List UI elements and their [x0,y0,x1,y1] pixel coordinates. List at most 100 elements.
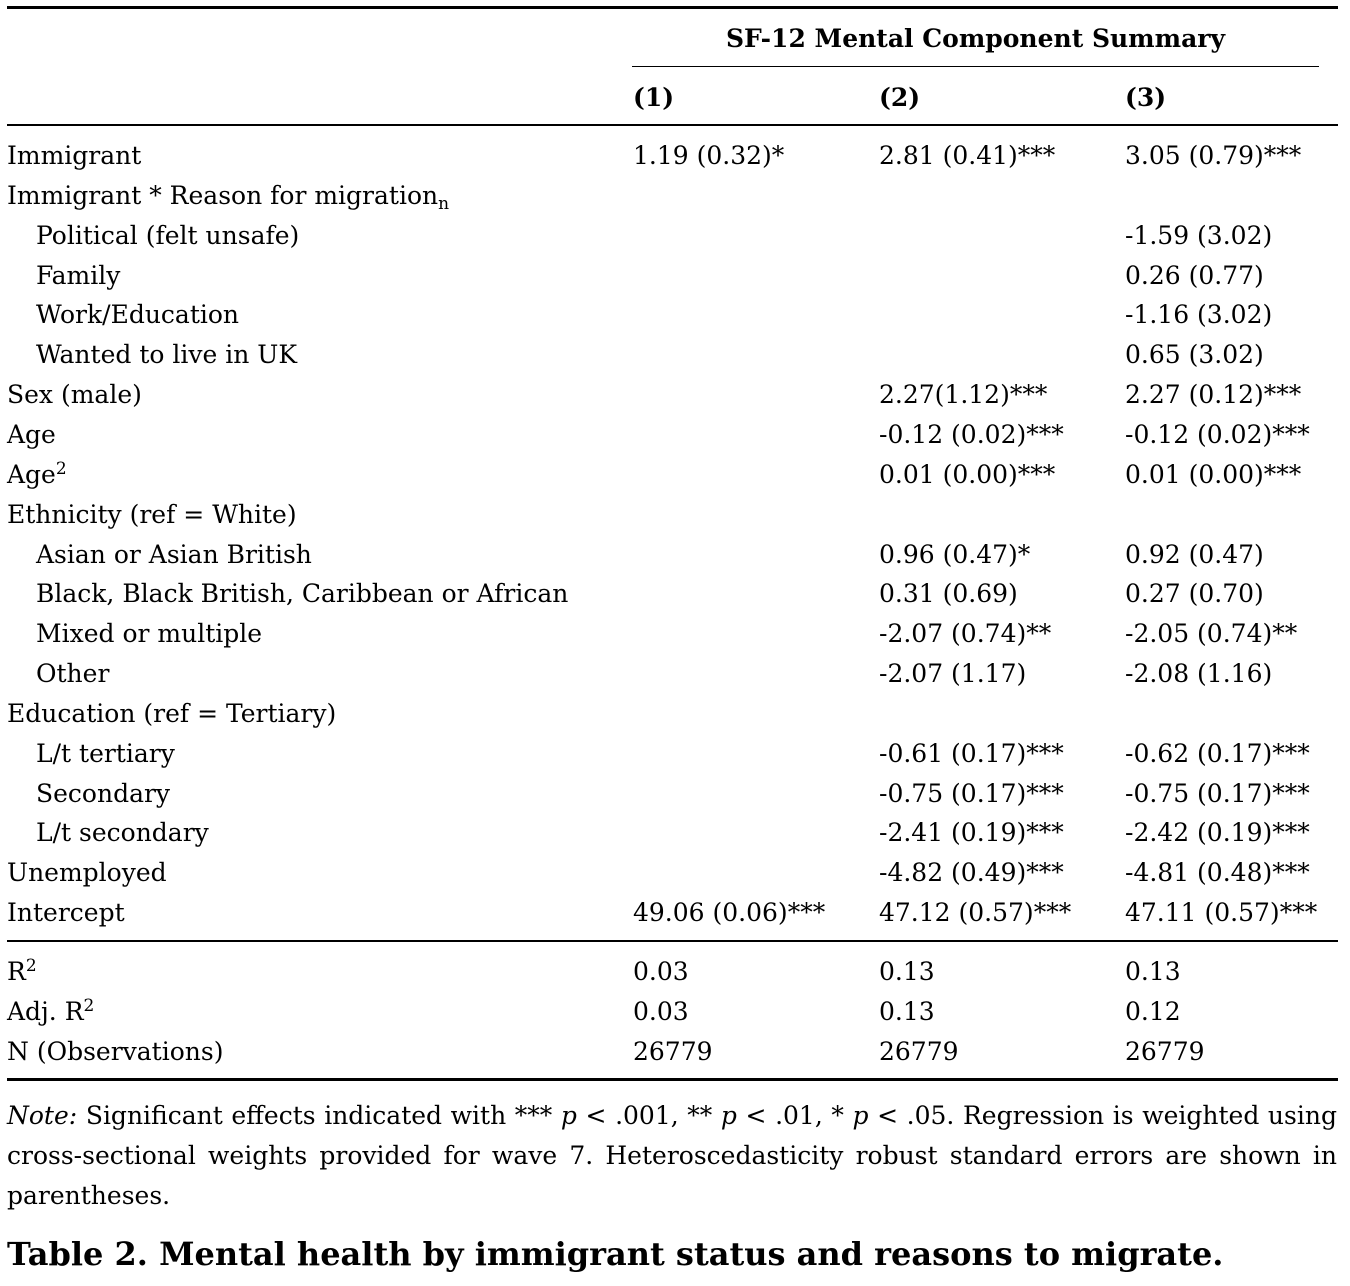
row-label: L/t tertiary [36,739,175,769]
row-label-text: Immigrant [7,141,142,170]
coefficient-cell: 2.27 (0.12)*** [1125,380,1302,409]
row-label: Secondary [36,779,170,809]
coefficient-cell: 3.05 (0.79)*** [1125,141,1302,170]
coefficient-cell: 47.11 (0.57)*** [1125,898,1318,927]
coefficient-cell: -0.12 (0.02)*** [1125,420,1310,449]
coefficient-cell: -2.08 (1.16) [1125,659,1273,688]
row-label: Family [36,261,120,291]
coefficient-cell: 0.27 (0.70) [1125,579,1264,608]
row-label: Ethnicity (ref = White) [7,500,297,530]
note-part-4: < .05. Regression is weighted using cros… [7,1101,1337,1210]
superscript: 2 [83,996,95,1016]
row-label-text: Mixed or multiple [36,619,263,648]
stat-cell: 26779 [633,1037,713,1066]
note-p-symbol: p [852,1101,869,1130]
coefficient-cell: 0.31 (0.69) [879,579,1018,608]
row-label: Intercept [7,898,125,928]
stat-cell: 0.03 [633,957,689,986]
coefficient-cell: 0.65 (3.02) [1125,340,1264,369]
stat-cell: 26779 [1125,1037,1205,1066]
stat-cell: 26779 [879,1037,959,1066]
top-rule [7,6,1338,9]
stat-cell: 0.13 [879,997,935,1026]
column-header-1: (1) [633,83,675,112]
coefficient-cell: -0.75 (0.17)*** [879,779,1064,808]
coefficient-cell: 49.06 (0.06)*** [633,898,826,927]
coefficient-cell: 0.96 (0.47)* [879,540,1031,569]
coefficient-cell: 47.12 (0.57)*** [879,898,1072,927]
row-label-text: L/t tertiary [36,739,175,768]
row-label-text: Ethnicity (ref = White) [7,500,297,529]
stat-label: R2 [7,957,37,987]
table-note: Note: Significant effects indicated with… [7,1096,1337,1216]
note-p-symbol: p [560,1101,577,1130]
stat-cell: 0.12 [1125,997,1181,1026]
note-part-1: Significant effects indicated with *** [85,1101,561,1130]
coefficient-cell: 0.01 (0.00)*** [879,460,1056,489]
row-label: Immigrant * Reason for migrationn [7,181,450,214]
row-label-text: Work/Education [36,300,240,329]
row-label: Age [7,420,56,450]
row-label-text: Asian or Asian British [36,540,312,569]
row-label: Age2 [7,460,67,490]
stat-label: Adj. R2 [7,997,94,1027]
row-label-text: N (Observations) [7,1037,224,1066]
column-header-3: (3) [1125,83,1167,112]
row-label: Education (ref = Tertiary) [7,699,336,729]
row-label-text: R [7,957,26,986]
row-label-text: Immigrant * Reason for migration [7,181,439,210]
coefficient-cell: -2.07 (0.74)** [879,619,1052,648]
row-label-text: Unemployed [7,858,167,887]
row-label: Wanted to live in UK [36,340,297,370]
stat-cell: 0.03 [633,997,689,1026]
note-p-symbol: p [720,1101,737,1130]
row-label-text: Family [36,261,121,290]
coefficient-cell: 2.27(1.12)*** [879,380,1048,409]
row-label: Political (felt unsafe) [36,221,299,251]
coefficient-cell: -4.82 (0.49)*** [879,858,1064,887]
coefficient-cell: -1.16 (3.02) [1125,300,1273,329]
row-label-text: Age [7,460,56,489]
stats-rule [7,940,1338,942]
coefficient-cell: 2.81 (0.41)*** [879,141,1056,170]
row-label: Asian or Asian British [36,540,312,570]
coefficient-cell: 0.92 (0.47) [1125,540,1264,569]
superscript: 2 [25,956,37,976]
column-spanner: SF-12 Mental Component Summary [726,24,1225,53]
row-label: Mixed or multiple [36,619,262,649]
row-label-text: Age [7,420,56,449]
note-lead: Note: [7,1101,78,1130]
header-rule [7,124,1338,126]
coefficient-cell: -2.05 (0.74)** [1125,619,1298,648]
coefficient-cell: 1.19 (0.32)* [633,141,785,170]
coefficient-cell: -0.12 (0.02)*** [879,420,1064,449]
coefficient-cell: -0.62 (0.17)*** [1125,739,1310,768]
stat-cell: 0.13 [879,957,935,986]
row-label-text: Black, Black British, Caribbean or Afric… [36,579,569,608]
row-label-text: Political (felt unsafe) [36,221,300,250]
row-label-text: Sex (male) [7,380,142,409]
stat-cell: 0.13 [1125,957,1181,986]
bottom-rule [7,1078,1338,1081]
row-label-text: Intercept [7,898,125,927]
row-label-text: L/t secondary [36,818,209,847]
row-label: Unemployed [7,858,167,888]
spanner-rule [632,66,1319,67]
row-label: Sex (male) [7,380,142,410]
row-label: Work/Education [36,300,239,330]
coefficient-cell: -2.07 (1.17) [879,659,1027,688]
row-label-text: Education (ref = Tertiary) [7,699,337,728]
stat-label: N (Observations) [7,1037,223,1067]
coefficient-cell: -2.41 (0.19)*** [879,818,1064,847]
coefficient-cell: -0.75 (0.17)*** [1125,779,1310,808]
table-caption: Table 2. Mental health by immigrant stat… [7,1235,1224,1273]
coefficient-cell: 0.01 (0.00)*** [1125,460,1302,489]
note-part-3: < .01, * [736,1101,853,1130]
row-label-text: Secondary [36,779,171,808]
row-label: L/t secondary [36,818,209,848]
row-label-text: Other [36,659,110,688]
column-header-2: (2) [879,83,921,112]
note-part-2: < .001, ** [576,1101,721,1130]
subscript: n [438,194,450,214]
coefficient-cell: 0.26 (0.77) [1125,261,1264,290]
